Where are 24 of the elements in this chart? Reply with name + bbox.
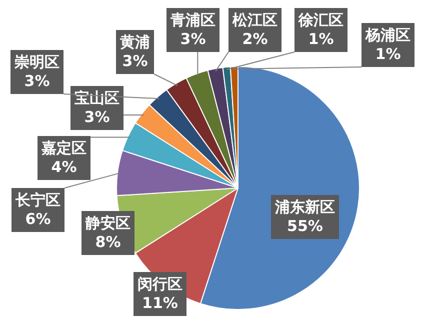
slice-label: 青浦区 <box>170 10 216 29</box>
data-label: 3% <box>122 52 148 70</box>
data-label: 8% <box>95 232 121 251</box>
data-label: 11% <box>142 294 178 312</box>
slice-label: 黄浦 <box>119 32 150 51</box>
data-label: 3% <box>84 108 110 126</box>
data-label: 3% <box>180 30 206 48</box>
data-label: 6% <box>25 210 51 228</box>
data-label: 1% <box>375 44 401 63</box>
slice-label: 松江区 <box>232 10 278 29</box>
slice-label: 徐汇区 <box>298 10 344 29</box>
slice-label: 杨浦区 <box>364 26 410 44</box>
slice-label: 宝山区 <box>74 88 120 107</box>
data-label: 2% <box>242 30 268 48</box>
slice-label: 闵行区 <box>138 274 182 293</box>
slice-label: 浦东新区 <box>274 198 335 216</box>
data-label: 4% <box>51 158 77 176</box>
slice-label: 嘉定区 <box>42 138 86 157</box>
data-label: 55% <box>287 216 323 235</box>
data-label: 3% <box>24 72 50 90</box>
data-label: 1% <box>308 30 334 48</box>
slice-label: 崇明区 <box>14 52 60 71</box>
slice-label: 长宁区 <box>14 190 60 209</box>
slice-label: 静安区 <box>84 214 130 232</box>
